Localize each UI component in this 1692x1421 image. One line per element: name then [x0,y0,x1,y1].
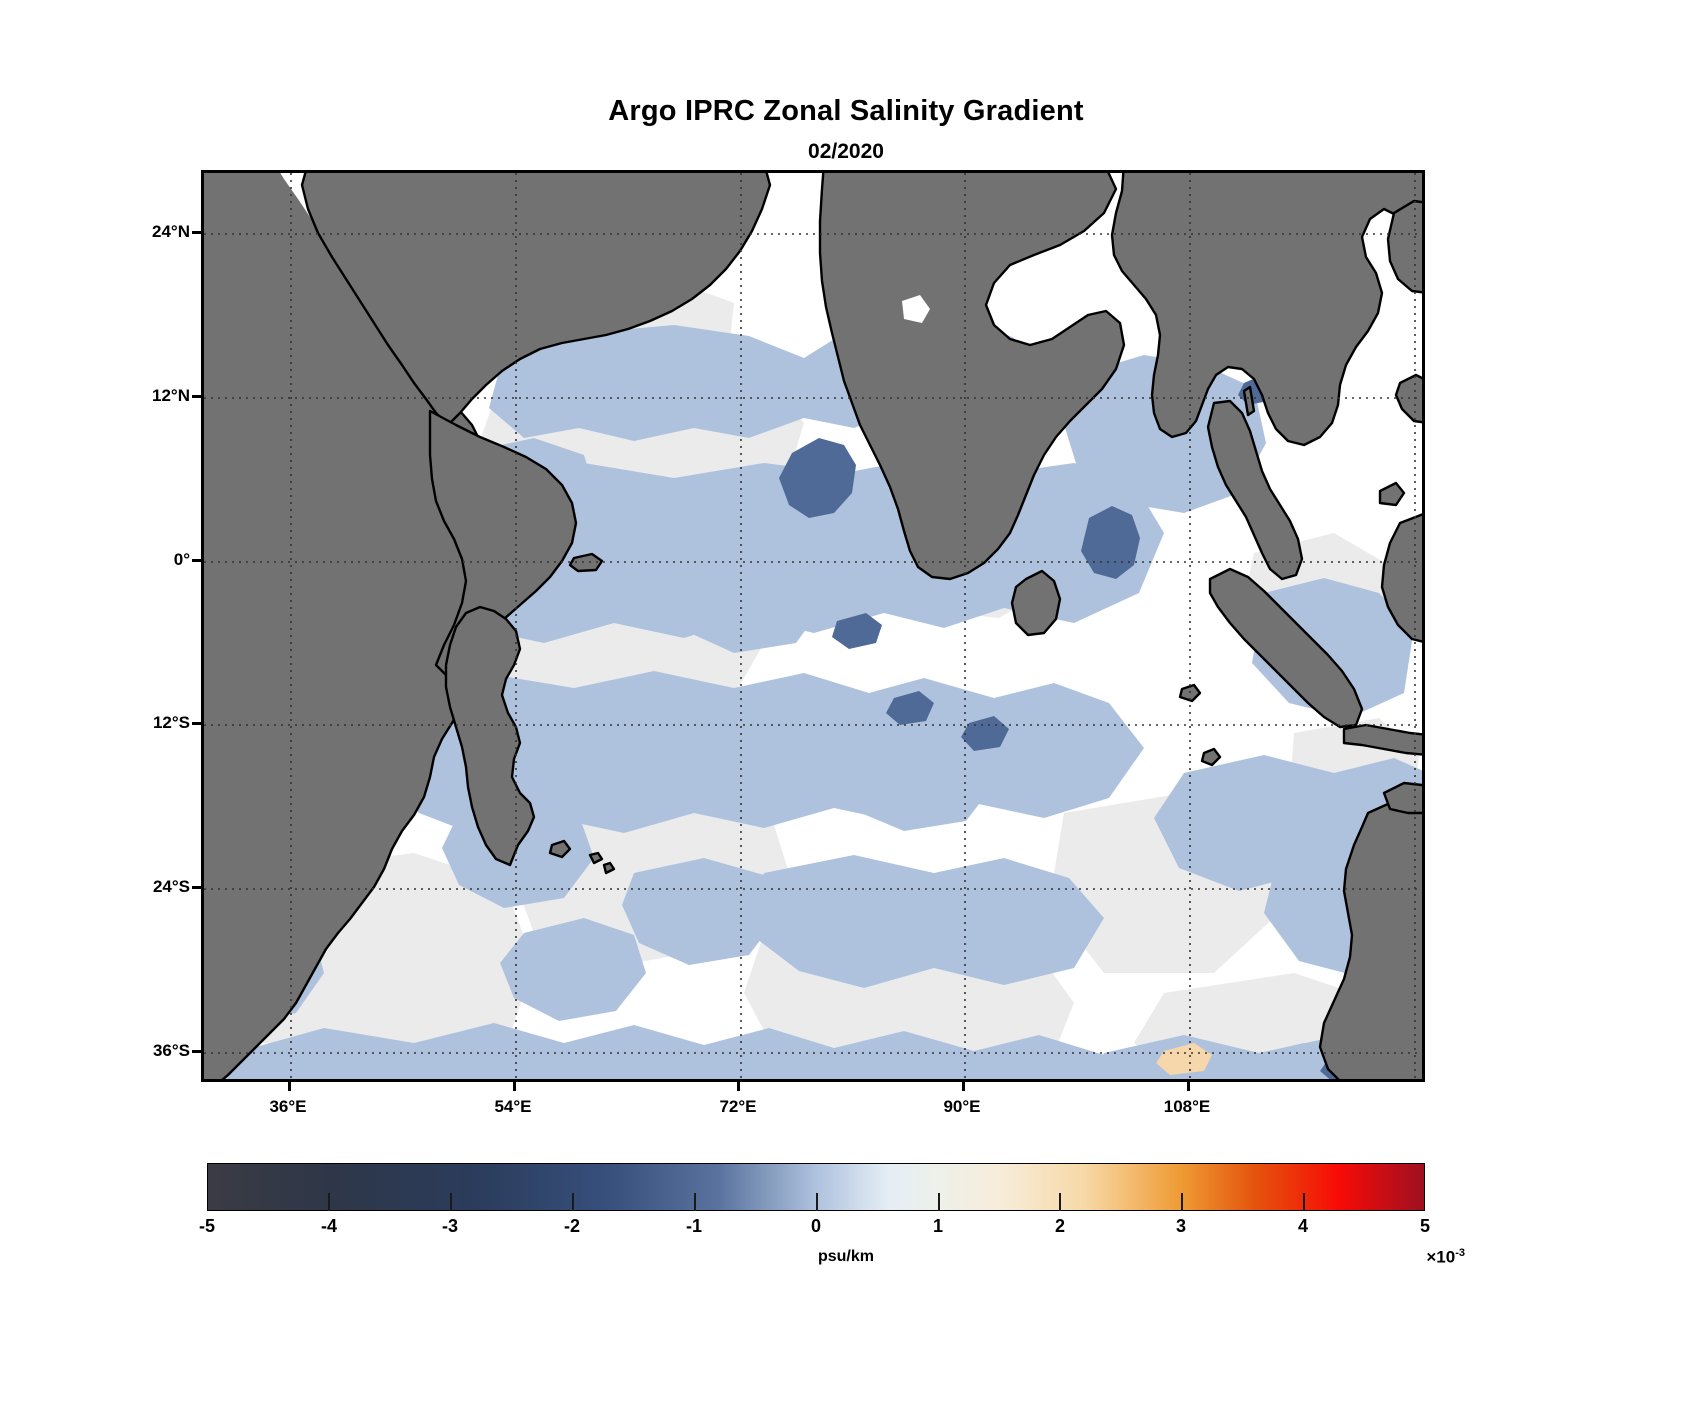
colorbar-label-m3: -3 [441,1216,458,1236]
colorbar-label-2: 2 [1054,1216,1065,1236]
x-tick-mark [513,1082,516,1091]
y-tick-label-24s: 24°S [152,877,190,896]
colorbar-label-m4: -4 [320,1216,337,1236]
colorbar-tick [694,1193,696,1211]
land-borneo [1380,513,1422,643]
colorbar-tick [1181,1193,1183,1211]
y-tick-label-0: 0° [173,550,190,569]
land-australia [1318,801,1422,1079]
colorbar-tick [1303,1193,1305,1211]
x-tick-mark [288,1082,291,1091]
colorbar-label-1: 1 [932,1216,943,1236]
y-tick-mark [192,559,201,562]
colorbar-multiplier-exp: -3 [1455,1247,1465,1259]
y-tick-label-12n: 12°N [152,386,190,405]
land-andaman-islands [1242,385,1256,417]
y-tick-label-36s: 36°S [152,1041,190,1060]
colorbar[interactable] [207,1163,1425,1211]
land-malay-peninsula [1206,399,1304,581]
colorbar-tick [938,1193,940,1211]
x-tick-label-54e: 54°E [494,1097,532,1116]
colorbar-label-3: 3 [1175,1216,1186,1236]
land-masses [204,173,1422,1079]
map-canvas [204,173,1422,1079]
y-tick-mark [192,1050,201,1053]
land-island-dot-1 [588,851,604,865]
y-tick-mark [192,395,201,398]
land-arabia [300,173,772,427]
land-socotra [568,552,604,573]
land-island-dot-2 [602,861,616,875]
y-tick-mark [192,886,201,889]
land-india [818,173,1126,581]
colorbar-label-m2: -2 [563,1216,580,1236]
colorbar-label-5: 5 [1419,1216,1430,1236]
map-plot-area[interactable] [201,170,1425,1082]
land-island-small-2 [1200,747,1222,767]
x-tick-label-72e: 72°E [719,1097,757,1116]
colorbar-tick [816,1193,818,1211]
land-hainan [1386,199,1422,294]
y-tick-label-12s: 12°S [152,713,190,732]
land-australia-nw-shelf [1382,781,1422,815]
land-gulf-of-cambay [902,295,930,323]
x-tick-mark [737,1082,740,1091]
land-island-small-3 [1378,481,1406,507]
x-tick-label-108e: 108°E [1163,1097,1211,1116]
x-tick-mark [1187,1082,1190,1091]
colorbar-multiplier-base: ×10 [1426,1247,1456,1267]
land-sumatra [1208,567,1364,729]
colorbar-label-0: 0 [810,1216,821,1236]
colorbar-label-4: 4 [1297,1216,1308,1236]
figure-subtitle: 02/2020 [808,140,884,163]
colorbar-multiplier: ×10-3 [1325,1247,1465,1268]
land-comoros [548,839,572,859]
contour-band-positive [1156,1043,1212,1075]
map-gridlines [204,173,1422,1079]
colorbar-label-m5: -5 [198,1216,215,1236]
colorbar-tick [328,1193,330,1211]
colorbar-unit-label: psu/km [817,1248,874,1265]
colorbar-tick [1059,1193,1061,1211]
y-tick-mark [192,722,201,725]
map-frame [201,170,1425,1082]
colorbar-tick [572,1193,574,1211]
colorbar-label-m1: -1 [685,1216,702,1236]
colorbar-tick [450,1193,452,1211]
x-tick-label-90e: 90°E [943,1097,981,1116]
y-tick-mark [192,231,201,234]
page-title: Argo IPRC Zonal Salinity Gradient [608,95,1084,127]
land-java [1342,723,1422,756]
land-madagascar [444,605,536,867]
x-tick-label-36e: 36°E [269,1097,307,1116]
land-sri-lanka [1010,569,1062,637]
x-tick-mark [962,1082,965,1091]
y-tick-label-24n: 24°N [152,222,190,241]
